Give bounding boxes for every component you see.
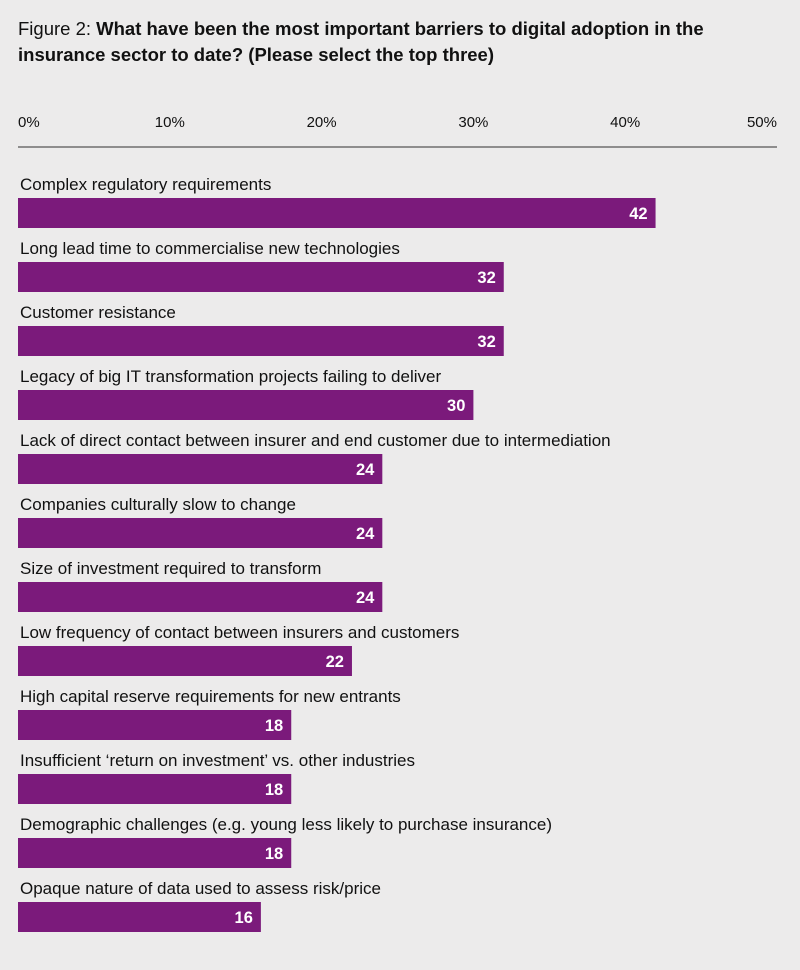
bar xyxy=(18,582,383,612)
bar-value-label: 24 xyxy=(356,461,375,479)
bar xyxy=(18,646,352,676)
bar-value-label: 18 xyxy=(265,781,283,799)
bar xyxy=(18,902,261,932)
bar-value-label: 24 xyxy=(356,525,375,543)
category-label: Companies culturally slow to change xyxy=(20,495,296,514)
category-label: Demographic challenges (e.g. young less … xyxy=(20,815,552,834)
category-label: Size of investment required to transform xyxy=(20,559,321,578)
x-tick-label: 10% xyxy=(155,114,185,131)
category-label: Insufficient ‘return on investment’ vs. … xyxy=(20,751,415,770)
bar xyxy=(18,198,656,228)
x-tick-label: 50% xyxy=(747,114,777,131)
bar xyxy=(18,710,292,740)
category-label: Complex regulatory requirements xyxy=(20,175,271,194)
x-tick-label: 20% xyxy=(307,114,337,131)
bar-value-label: 24 xyxy=(356,589,375,607)
bar xyxy=(18,390,474,420)
category-label: Long lead time to commercialise new tech… xyxy=(20,239,400,258)
x-tick-label: 0% xyxy=(18,114,40,131)
bar xyxy=(18,326,504,356)
category-label: Low frequency of contact between insurer… xyxy=(20,623,459,642)
bar-value-label: 18 xyxy=(265,845,283,863)
category-label: High capital reserve requirements for ne… xyxy=(20,687,401,706)
bar-value-label: 30 xyxy=(447,397,465,415)
bar-value-label: 22 xyxy=(326,653,344,671)
x-tick-label: 30% xyxy=(458,114,488,131)
bar-value-label: 42 xyxy=(629,205,647,223)
bar xyxy=(18,774,292,804)
bar xyxy=(18,454,383,484)
category-label: Lack of direct contact between insurer a… xyxy=(20,431,611,450)
bar xyxy=(18,262,504,292)
chart-title: Figure 2: What have been the most import… xyxy=(18,16,788,68)
x-tick-label: 40% xyxy=(610,114,640,131)
figure-number: Figure 2: xyxy=(18,18,97,39)
bar xyxy=(18,518,383,548)
bar-value-label: 18 xyxy=(265,717,283,735)
category-label: Legacy of big IT transformation projects… xyxy=(20,367,441,386)
category-label: Opaque nature of data used to assess ris… xyxy=(20,879,381,898)
bar-value-label: 32 xyxy=(477,333,495,351)
category-label: Customer resistance xyxy=(20,303,176,322)
figure-question: What have been the most important barrie… xyxy=(18,18,704,65)
bar xyxy=(18,838,292,868)
bar-value-label: 32 xyxy=(477,269,495,287)
bar-value-label: 16 xyxy=(235,909,253,927)
